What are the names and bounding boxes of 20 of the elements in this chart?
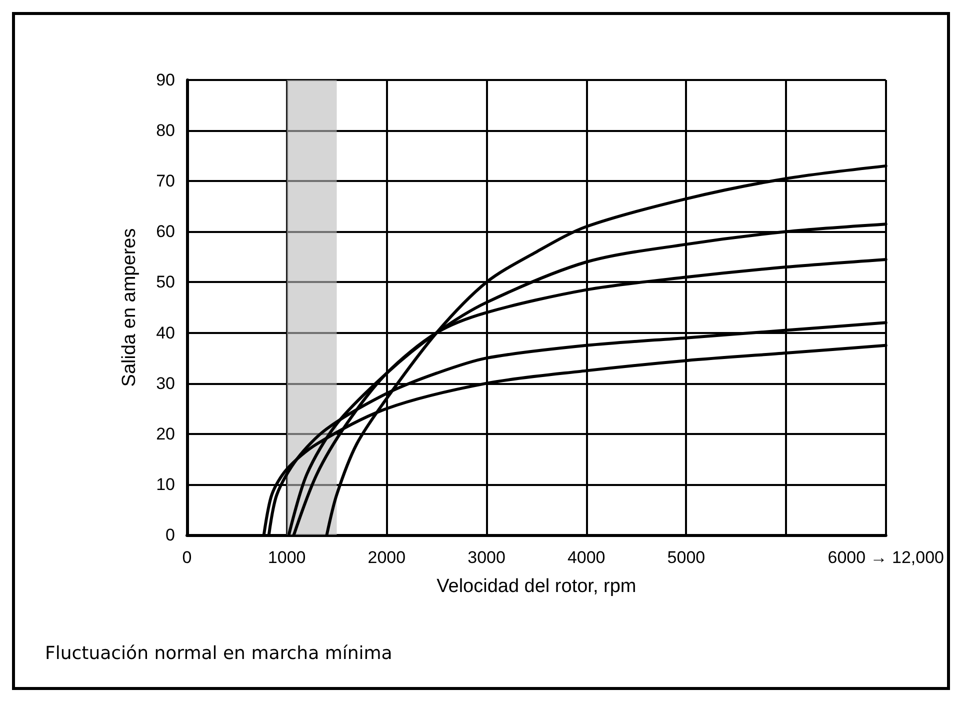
x-tick-label: 2000 (368, 548, 406, 567)
text: Fluctuación normal en marcha mínima (45, 643, 392, 664)
x-tick-label: 0 (182, 548, 192, 567)
y-tick-label: 10 (156, 474, 175, 494)
x-tick-label: 5000 (667, 548, 706, 567)
y-tick-label: 80 (156, 121, 175, 140)
x-tick-label: 1000 (268, 548, 306, 567)
y-axis-title: Salida en amperes (119, 228, 140, 387)
y-tick-label: 50 (156, 272, 175, 292)
y-tick-label: 90 (156, 70, 175, 90)
y-tick-label: 20 (156, 424, 175, 444)
x-tick-label: 3000 (468, 548, 506, 567)
y-tick-label: 0 (166, 526, 175, 544)
x-tick-label: 4000 (567, 548, 606, 567)
x-tick-label: 6000 → 12,000 (828, 548, 944, 567)
y-tick-label: 70 (156, 172, 175, 191)
y-tick-label: 60 (156, 222, 175, 242)
y-tick-label: 40 (156, 323, 175, 342)
x-axis-title: Velocidad del rotor, rpm (436, 576, 636, 597)
y-tick-label: 30 (156, 374, 175, 393)
